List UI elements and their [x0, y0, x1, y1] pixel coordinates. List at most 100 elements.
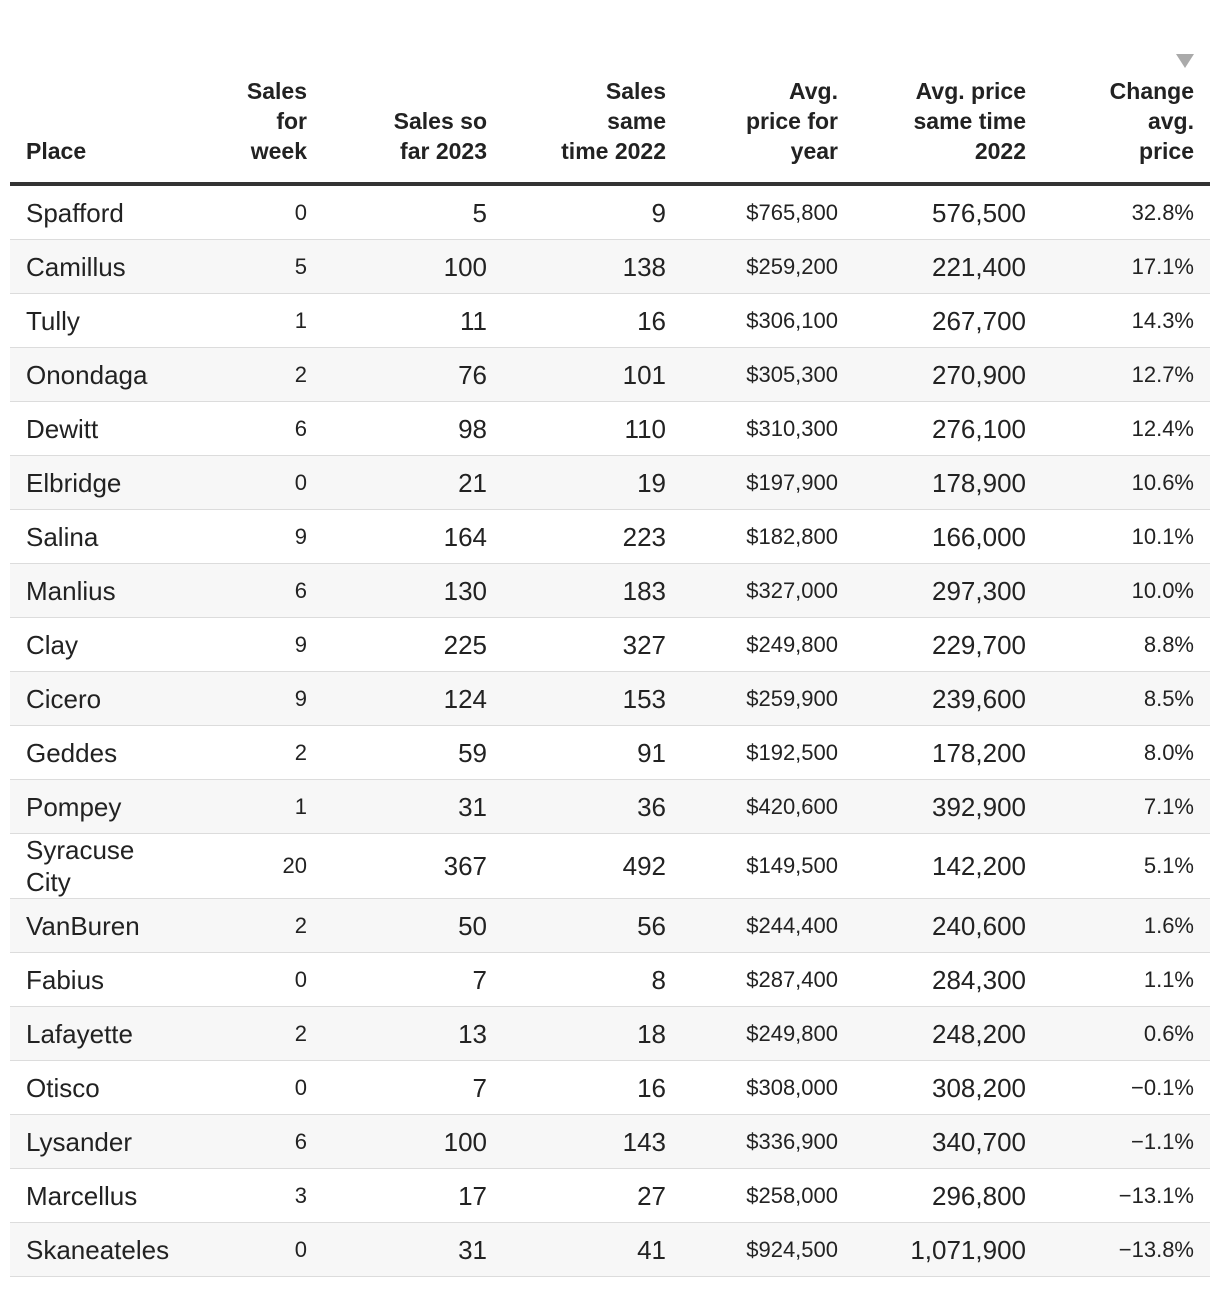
- value-cell: 267,700: [932, 305, 1026, 336]
- place-cell: Otisco: [26, 1072, 100, 1103]
- value-cell: $258,000: [746, 1182, 838, 1208]
- value-cell: 56: [637, 910, 666, 941]
- value-cell: 5.1%: [1143, 853, 1194, 878]
- value-cell: 13: [458, 1018, 487, 1049]
- table-row: Tully 1 11 16 $306,100 267,700 14.3%: [10, 294, 1210, 348]
- column-header[interactable]: Sales same time 2022: [561, 78, 666, 164]
- value-cell: 143: [622, 1126, 666, 1157]
- value-cell: 10.1%: [1131, 523, 1194, 549]
- value-cell: 101: [622, 359, 666, 390]
- place-cell: Camillus: [26, 251, 126, 282]
- value-cell: 221,400: [932, 251, 1026, 282]
- column-header[interactable]: Avg. price for year: [745, 78, 838, 164]
- value-cell: 100: [443, 1126, 487, 1157]
- place-cell: Spafford: [26, 197, 124, 228]
- value-cell: 17: [458, 1180, 487, 1211]
- column-header[interactable]: Change avg. price: [1042, 50, 1210, 184]
- value-cell: 142,200: [932, 851, 1026, 881]
- table-row: Lafayette 2 13 18 $249,800 248,200 0.6%: [10, 1006, 1210, 1061]
- value-cell: 27: [637, 1180, 666, 1211]
- value-cell: 6: [294, 1128, 307, 1154]
- value-cell: 8.5%: [1143, 685, 1194, 711]
- table-row: Pompey 1 31 36 $420,600 392,900 7.1%: [10, 779, 1210, 834]
- value-cell: 10.6%: [1131, 469, 1194, 495]
- value-cell: 59: [458, 737, 487, 768]
- value-cell: 130: [443, 575, 487, 606]
- value-cell: −0.1%: [1131, 1074, 1194, 1100]
- value-cell: 9: [294, 523, 307, 549]
- value-cell: 31: [458, 1234, 487, 1265]
- value-cell: 110: [624, 413, 666, 444]
- value-cell: 9: [294, 631, 307, 657]
- table-body: Spafford 0 5 9 $765,800 576,500 32.8% Camillus 5…: [10, 184, 1210, 1277]
- value-cell: 2: [294, 739, 307, 765]
- place-cell: Manlius: [26, 575, 116, 606]
- value-cell: 18: [637, 1018, 666, 1049]
- value-cell: 9: [294, 685, 307, 711]
- value-cell: 1: [294, 793, 307, 819]
- value-cell: 1,071,900: [910, 1234, 1026, 1265]
- column-header[interactable]: Place: [26, 138, 87, 164]
- value-cell: 91: [637, 737, 666, 768]
- value-cell: 8.0%: [1143, 739, 1194, 765]
- value-cell: 16: [637, 1072, 666, 1103]
- table-row: Geddes 2 59 91 $192,500 178,200 8.0%: [10, 726, 1210, 780]
- value-cell: 297,300: [932, 575, 1026, 606]
- value-cell: $249,800: [746, 1020, 838, 1046]
- value-cell: 392,900: [932, 791, 1026, 822]
- value-cell: 0: [294, 1236, 307, 1262]
- value-cell: 327: [622, 629, 666, 660]
- sort-indicator: [1176, 54, 1194, 68]
- value-cell: 308,200: [932, 1072, 1026, 1103]
- table-row: Otisco 0 7 16 $308,000 308,200 −0.1%: [10, 1061, 1210, 1115]
- table-row: Cicero 9 124 153 $259,900 239,600 8.5%: [10, 671, 1210, 726]
- value-cell: 0: [294, 1074, 307, 1100]
- table-row: Camillus 5 100 138 $259,200 221,400 17.1%: [10, 239, 1210, 294]
- table-row: Marcellus 3 17 27 $258,000 296,800 −13.1%: [10, 1169, 1210, 1223]
- value-cell: 153: [622, 683, 666, 714]
- value-cell: 31: [458, 791, 487, 822]
- table-row: Onondaga 2 76 101 $305,300 270,900 12.7%: [10, 347, 1210, 402]
- header-row: Place Sales for week Sales so far 2023 Sale…: [10, 50, 1210, 184]
- place-cell: Clay: [26, 629, 79, 660]
- table-row: Syracuse City 20 367 492 $149,500 142,200 5.1%: [10, 834, 1210, 899]
- value-cell: $182,800: [746, 523, 838, 549]
- table-row: Fabius 0 7 8 $287,400 284,300 1.1%: [10, 953, 1210, 1007]
- value-cell: $197,900: [746, 469, 838, 495]
- value-cell: 98: [458, 413, 487, 444]
- column-header[interactable]: Avg. price same time 2022: [913, 78, 1026, 164]
- value-cell: 576,500: [932, 197, 1026, 228]
- table-row: Elbridge 0 21 19 $197,900 178,900 10.6%: [10, 455, 1210, 510]
- column-header[interactable]: Sales for week: [246, 78, 307, 164]
- table-row: Clay 9 225 327 $249,800 229,700 8.8%: [10, 618, 1210, 672]
- value-cell: 164: [443, 521, 487, 552]
- value-cell: 225: [443, 629, 487, 660]
- value-cell: 8: [651, 964, 666, 995]
- value-cell: $310,300: [746, 415, 838, 441]
- place-cell: Salina: [26, 521, 99, 552]
- value-cell: 76: [458, 359, 487, 390]
- place-cell: Tully: [26, 305, 80, 336]
- value-cell: $259,200: [746, 253, 838, 279]
- column-header[interactable]: Sales so far 2023: [393, 108, 487, 164]
- value-cell: 1.1%: [1143, 966, 1194, 992]
- value-cell: 5: [294, 253, 307, 279]
- table-container: Place Sales for week Sales so far 2023 Sale…: [10, 50, 1210, 1277]
- value-cell: $259,900: [746, 685, 838, 711]
- value-cell: $305,300: [746, 361, 838, 387]
- value-cell: 12.4%: [1131, 415, 1194, 441]
- value-cell: 1: [294, 307, 307, 333]
- value-cell: $249,800: [746, 631, 838, 657]
- value-cell: $765,800: [746, 199, 838, 225]
- value-cell: 7: [472, 964, 487, 995]
- value-cell: 2: [294, 912, 307, 938]
- table-row: Skaneateles 0 31 41 $924,500 1,071,900 −13.8%: [10, 1222, 1210, 1277]
- value-cell: 340,700: [932, 1126, 1026, 1157]
- value-cell: 14.3%: [1131, 307, 1194, 333]
- value-cell: 183: [622, 575, 666, 606]
- data-table: Place Sales for week Sales so far 2023 Sale…: [10, 50, 1210, 1277]
- value-cell: $924,500: [746, 1236, 838, 1262]
- value-cell: 492: [622, 851, 666, 881]
- place-cell: Onondaga: [26, 359, 148, 390]
- value-cell: $244,400: [746, 912, 838, 938]
